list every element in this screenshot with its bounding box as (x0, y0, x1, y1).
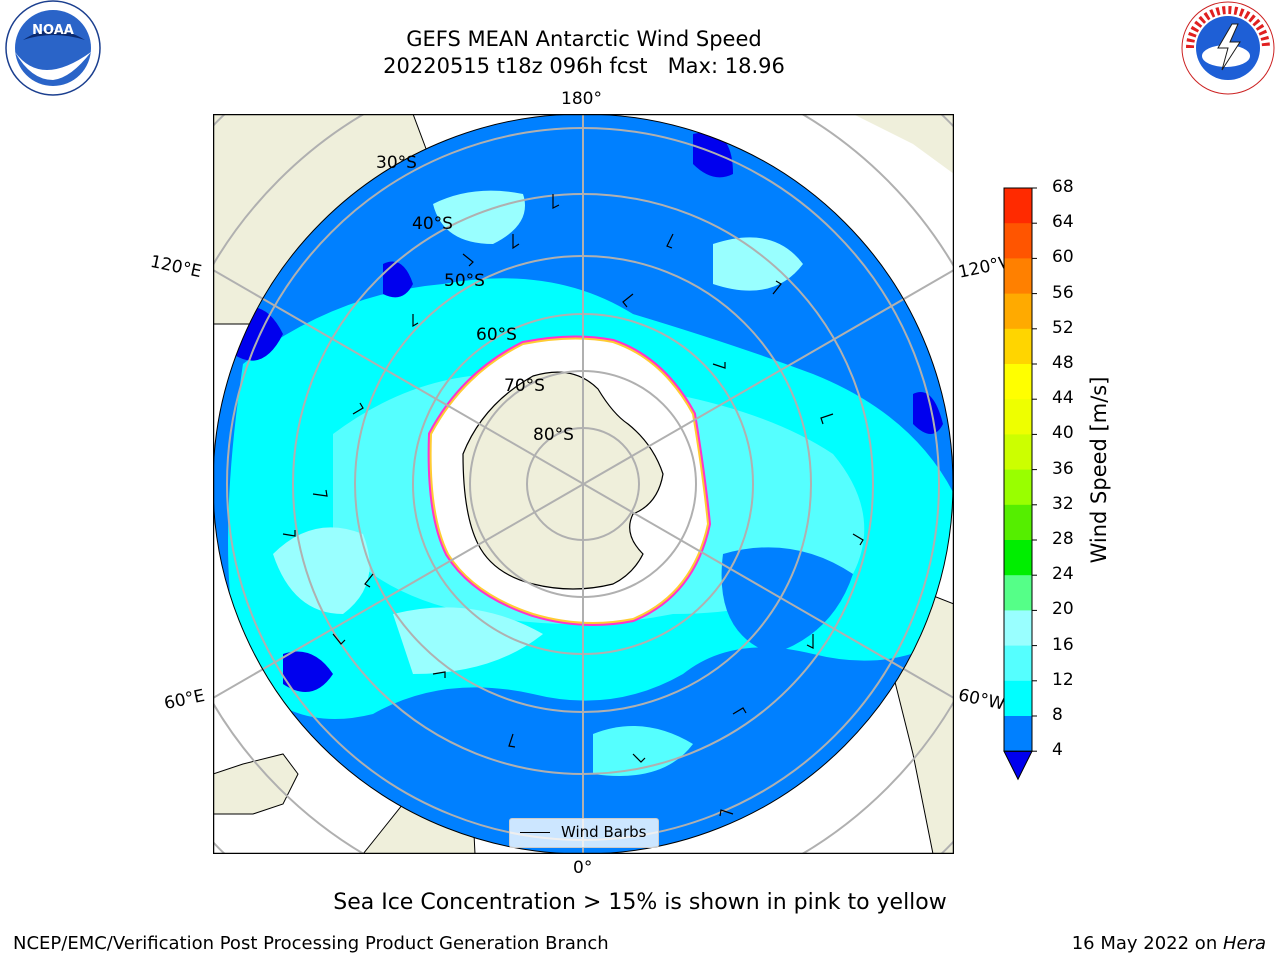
colorbar-segment (1004, 716, 1032, 752)
colorbar-segment (1004, 223, 1032, 259)
chart-title: GEFS MEAN Antarctic Wind Speed (406, 27, 762, 51)
nws-logo (1181, 1, 1275, 95)
colorbar-segment (1004, 258, 1032, 295)
colorbar-segment (1004, 188, 1032, 224)
south-pacific-land (853, 114, 954, 174)
colorbar (1003, 187, 1037, 781)
wind-barb-legend-line (520, 832, 550, 833)
colorbar-tick-label: 20 (1052, 599, 1074, 620)
lon-label-60e: 60°E (162, 685, 207, 715)
lat-label: 40°S (412, 214, 453, 234)
colorbar-tick-label: 40 (1052, 423, 1074, 444)
colorbar-segment (1004, 399, 1032, 435)
colorbar-tick-label: 48 (1052, 353, 1074, 373)
colorbar-segment (1004, 469, 1032, 506)
footer-date: 16 May 2022 on (1071, 933, 1223, 954)
polar-map (213, 114, 954, 854)
colorbar-segment (1004, 364, 1032, 400)
footer-right: 16 May 2022 on Hera (1072, 933, 1266, 954)
colorbar-tick-label: 56 (1052, 282, 1074, 303)
footer-machine: Hera (1222, 933, 1266, 954)
colorbar-tick-label: 44 (1052, 388, 1074, 409)
colorbar-tick-label: 52 (1052, 317, 1074, 338)
colorbar-tick-label: 64 (1052, 212, 1074, 233)
colorbar-segment (1004, 645, 1032, 682)
colorbar-segment (1004, 610, 1032, 647)
colorbar-segment (1004, 504, 1032, 541)
noaa-logo: NOAA (5, 0, 101, 96)
lat-label: 50°S (444, 271, 485, 291)
chart-subtitle: 20220515 t18z 096h fcst Max: 18.96 (383, 54, 785, 78)
lon-label-0: 0° (573, 858, 593, 878)
colorbar-tick-label: 8 (1052, 705, 1063, 725)
colorbar-tick-label: 24 (1052, 564, 1074, 585)
colorbar-tick-label: 68 (1052, 177, 1074, 197)
colorbar-segment (1004, 575, 1032, 611)
colorbar-tick-label: 12 (1052, 669, 1074, 690)
colorbar-segment (1004, 434, 1032, 471)
lon-label-180: 180° (561, 89, 602, 109)
svg-text:NOAA: NOAA (32, 23, 74, 38)
colorbar-segment (1004, 680, 1032, 717)
lat-label: 30°S (376, 153, 417, 173)
colorbar-tick-label: 28 (1052, 529, 1074, 549)
footer-left: NCEP/EMC/Verification Post Processing Pr… (13, 933, 609, 954)
colorbar-segment (1004, 540, 1032, 576)
colorbar-tick-label: 36 (1052, 458, 1074, 479)
colorbar-label: Wind Speed [m/s] (1087, 376, 1111, 564)
colorbar-tick-label: 16 (1052, 634, 1074, 655)
caption: Sea Ice Concentration > 15% is shown in … (333, 890, 947, 915)
map-legend: Wind Barbs (509, 818, 659, 848)
colorbar-extend-triangle (1003, 750, 1033, 781)
colorbar-tick-label: 60 (1052, 247, 1074, 268)
colorbar-segment (1004, 293, 1032, 330)
lat-label: 80°S (533, 425, 574, 445)
colorbar-tick-label: 4 (1052, 740, 1063, 761)
lat-label: 60°S (476, 325, 517, 345)
colorbar-tick-label: 32 (1052, 493, 1074, 514)
lon-label-120e: 120°E (148, 251, 204, 283)
lat-label: 70°S (504, 376, 545, 396)
colorbar-segment (1004, 328, 1032, 365)
africa-land (213, 753, 299, 815)
legend-label: Wind Barbs (561, 823, 647, 841)
